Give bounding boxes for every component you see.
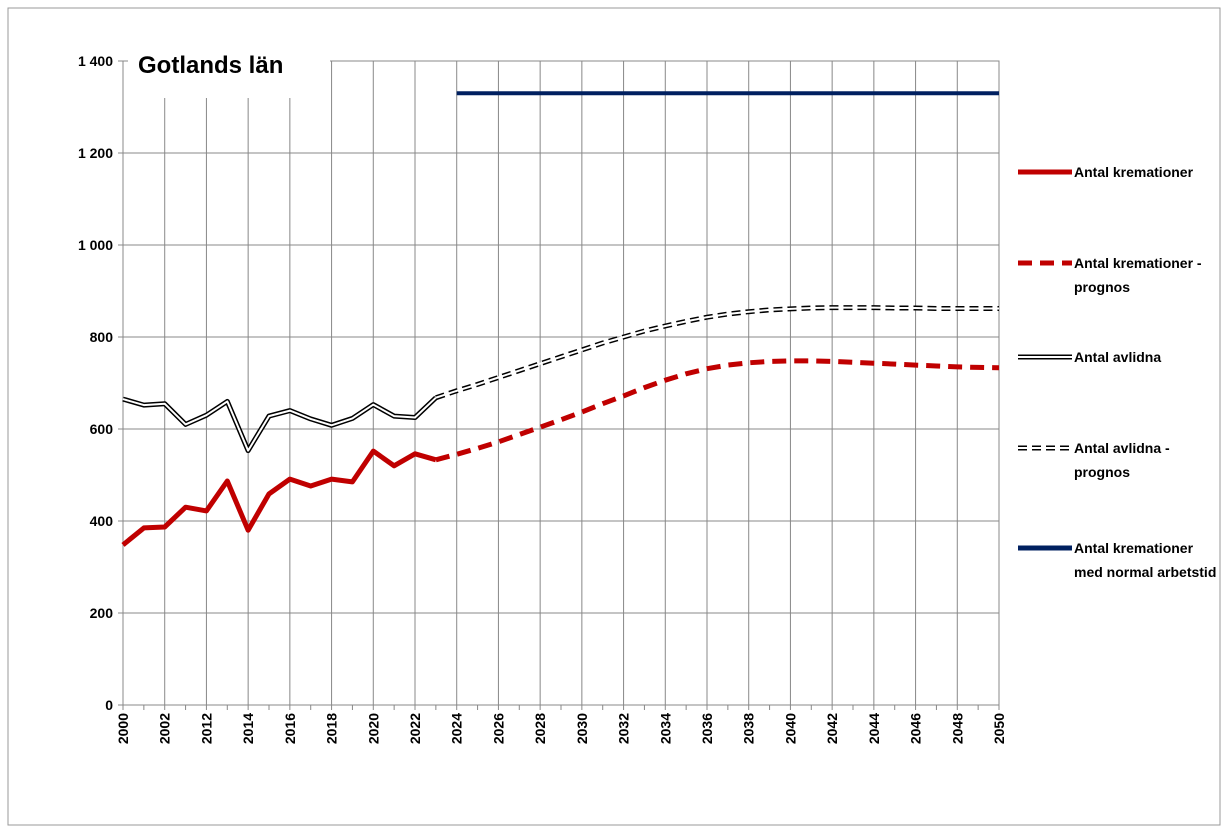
legend-label: Antal kremationer med normal arbetstid	[1074, 540, 1217, 580]
chart-border	[7, 7, 1221, 826]
x-tick-label: 2012	[198, 713, 214, 744]
plot-border	[122, 60, 1000, 706]
x-tick-label: 2020	[365, 713, 381, 744]
x-tick-label: 2014	[240, 713, 256, 744]
y-tick-label: 0	[105, 697, 113, 713]
legend-label: Antal avlidna	[1074, 349, 1162, 365]
x-tick-label: 2044	[866, 713, 882, 744]
x-tick-label: 2022	[407, 713, 423, 744]
legend-label: Antal kremationer - prognos	[1074, 255, 1202, 295]
x-tick-label: 2048	[949, 713, 965, 744]
y-tick-label: 400	[90, 513, 114, 529]
series-line-core	[122, 396, 437, 452]
y-tick-label: 800	[90, 329, 114, 345]
x-tick-label: 2026	[490, 713, 506, 744]
x-tick-label: 2024	[449, 713, 465, 744]
y-tick-label: 1 000	[78, 237, 113, 253]
legend-label: Antal avlidna - prognos	[1074, 440, 1170, 480]
y-tick-label: 1 200	[78, 145, 113, 161]
x-tick-label: 2002	[157, 713, 173, 744]
x-tick-label: 2016	[282, 713, 298, 744]
x-tick-label: 2034	[657, 713, 673, 744]
x-tick-label: 2040	[782, 713, 798, 744]
series-line	[121, 448, 437, 547]
chart-title: Gotlands län	[138, 52, 283, 79]
x-tick-label: 2028	[532, 713, 548, 744]
x-tick-label: 2038	[741, 713, 757, 744]
x-tick-label: 2030	[574, 713, 590, 744]
x-tick-label: 2042	[824, 713, 840, 744]
x-tick-label: 2000	[115, 713, 131, 744]
y-tick-label: 600	[90, 421, 114, 437]
series-line	[435, 358, 1000, 463]
x-tick-label: 2050	[991, 713, 1007, 744]
y-tick-label: 200	[90, 605, 114, 621]
title-box	[128, 46, 330, 98]
legend-label: Antal kremationer	[1074, 164, 1194, 180]
x-tick-label: 2032	[616, 713, 632, 744]
x-tick-label: 2036	[699, 713, 715, 744]
y-tick-label: 1 400	[78, 53, 113, 69]
x-tick-label: 2018	[324, 713, 340, 744]
series-line-core	[435, 306, 999, 399]
x-tick-label: 2046	[908, 713, 924, 744]
